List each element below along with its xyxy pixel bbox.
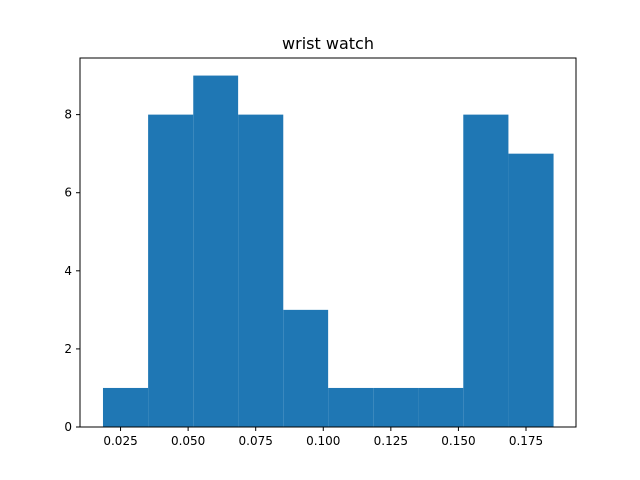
histogram-bar [102,387,149,427]
histogram-bar [238,114,284,427]
chart-title: wrist watch [282,34,374,53]
axes-frame [79,57,577,428]
y-tick-label: 0 [64,420,72,434]
bars-group [102,75,554,428]
x-tick-label: 0.150 [441,434,475,448]
histogram-bar [508,153,554,427]
histogram-bar [463,114,509,427]
x-tick-label: 0.025 [103,434,137,448]
y-tick-label: 6 [64,186,72,200]
y-tick-label: 4 [64,264,72,278]
histogram-bar [283,309,329,427]
y-tick-label: 8 [64,108,72,122]
histogram-bar [148,114,194,427]
y-axis-ticks: 0 2 4 6 8 [64,108,80,434]
x-axis-ticks: 0.025 0.050 0.075 0.100 0.125 0.150 0.175 [103,427,543,448]
x-tick-label: 0.075 [239,434,273,448]
histogram-bar [328,387,374,427]
x-tick-label: 0.100 [306,434,340,448]
x-tick-label: 0.125 [374,434,408,448]
x-tick-label: 0.175 [509,434,543,448]
histogram-bar [193,75,239,428]
y-tick-label: 2 [64,342,72,356]
x-tick-label: 0.050 [171,434,205,448]
histogram-bar [418,387,464,427]
histogram-bar [373,387,419,427]
